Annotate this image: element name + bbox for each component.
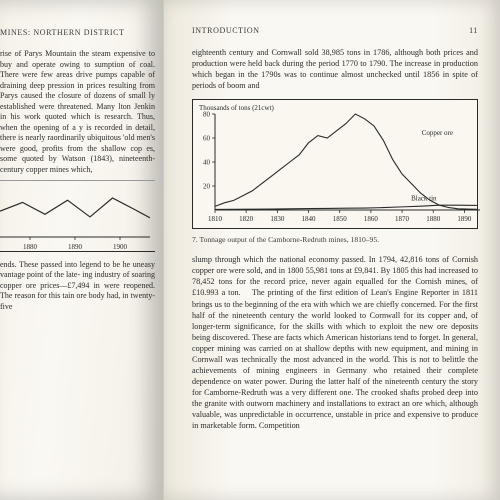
- right-body-top: eighteenth century and Cornwall sold 38,…: [192, 47, 478, 91]
- svg-text:1820: 1820: [239, 215, 254, 223]
- svg-text:1850: 1850: [333, 215, 348, 223]
- main-chart: Thousands of tons (21cwt) 20 40 60 80 1810 182…: [192, 99, 478, 229]
- svg-text:80: 80: [203, 111, 211, 119]
- svg-text:20: 20: [203, 183, 211, 191]
- left-body-top: rise of Parys Mountain the steam expensi…: [0, 49, 155, 176]
- left-chart-svg: 1880 1890 1900: [0, 181, 150, 251]
- right-body-bottom-para: slump through which the national economy…: [192, 254, 478, 431]
- svg-text:1880: 1880: [426, 215, 441, 223]
- left-chart-fragment: 1880 1890 1900: [0, 180, 155, 252]
- main-chart-svg: Thousands of tons (21cwt) 20 40 60 80 1810 182…: [193, 100, 486, 228]
- book-spread: MINES: NORTHERN DISTRICT rise of Parys M…: [0, 0, 500, 500]
- svg-text:1830: 1830: [270, 215, 285, 223]
- svg-text:1880: 1880: [23, 243, 38, 251]
- right-running-head-left: INTRODUCTION: [192, 26, 260, 35]
- svg-text:Copper ore: Copper ore: [422, 129, 453, 137]
- svg-text:Black tin: Black tin: [411, 195, 437, 203]
- right-body-bottom: slump through which the national economy…: [192, 254, 478, 431]
- svg-text:1890: 1890: [457, 215, 472, 223]
- svg-text:1840: 1840: [302, 215, 317, 223]
- svg-text:Thousands of tons (21cwt): Thousands of tons (21cwt): [199, 104, 275, 112]
- left-running-head: MINES: NORTHERN DISTRICT: [0, 28, 155, 37]
- svg-text:1860: 1860: [364, 215, 379, 223]
- svg-text:40: 40: [203, 159, 211, 167]
- right-page: INTRODUCTION 11 eighteenth century and C…: [164, 0, 500, 500]
- svg-text:1900: 1900: [113, 243, 128, 251]
- chart-caption: 7. Tonnage output of the Camborne-Redrut…: [192, 235, 478, 244]
- left-page: MINES: NORTHERN DISTRICT rise of Parys M…: [0, 0, 164, 500]
- left-body-bottom: ends. These passed into legend to be he …: [0, 260, 155, 313]
- page-number: 11: [469, 26, 478, 35]
- right-body-top-para: eighteenth century and Cornwall sold 38,…: [192, 47, 478, 91]
- svg-text:1810: 1810: [208, 215, 223, 223]
- svg-text:1870: 1870: [395, 215, 410, 223]
- left-running-head-text: MINES: NORTHERN DISTRICT: [0, 28, 125, 37]
- right-running-head: INTRODUCTION 11: [192, 26, 478, 35]
- svg-text:1890: 1890: [68, 243, 83, 251]
- svg-text:60: 60: [203, 135, 211, 143]
